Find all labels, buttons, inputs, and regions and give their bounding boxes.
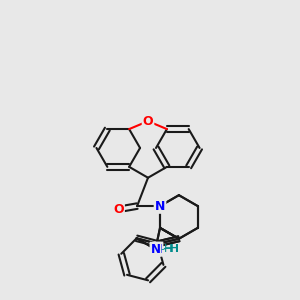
- Text: N: N: [155, 200, 165, 213]
- Text: ─H: ─H: [164, 244, 179, 254]
- Text: O: O: [113, 203, 124, 216]
- Text: N: N: [151, 243, 160, 256]
- Text: N: N: [152, 243, 163, 256]
- Text: N: N: [155, 200, 165, 213]
- Text: -H: -H: [160, 244, 173, 254]
- Text: O: O: [143, 115, 153, 128]
